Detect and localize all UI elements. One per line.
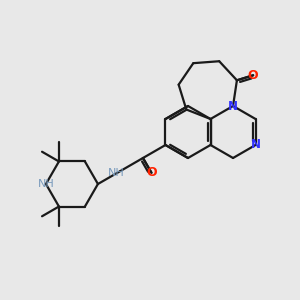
Text: O: O (146, 166, 157, 179)
Text: N: N (228, 100, 238, 112)
Text: O: O (248, 69, 259, 82)
Text: NH: NH (38, 179, 54, 189)
Text: N: N (250, 139, 260, 152)
Text: NH: NH (108, 169, 124, 178)
